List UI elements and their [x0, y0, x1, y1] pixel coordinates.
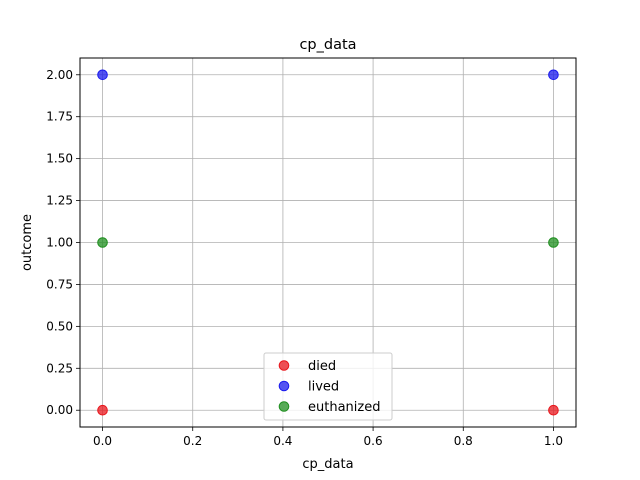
y-tick-label: 0.25 — [46, 361, 73, 375]
data-points — [97, 69, 559, 416]
x-tick-label: 0.6 — [364, 434, 383, 448]
legend-marker-died — [278, 360, 290, 371]
grid-lines — [80, 58, 576, 427]
data-point-died — [548, 404, 559, 416]
data-point-lived — [548, 69, 559, 81]
chart-title: cp_data — [299, 37, 356, 53]
legend-marker-lived — [278, 380, 290, 392]
y-tick-label: 1.75 — [46, 110, 73, 124]
y-axis-label: outcome — [20, 214, 35, 271]
x-tick-label: 0.8 — [454, 434, 473, 448]
axis-ticks: 0.0 0.2 0.4 0.6 0.8 1.0 0.00 0.25 0.50 0.75 1.00 1.… — [46, 68, 563, 448]
legend-label-died: died — [308, 359, 336, 374]
y-tick-label: 1.00 — [46, 236, 73, 250]
y-tick-label: 1.50 — [46, 152, 73, 166]
y-tick-label: 2.00 — [46, 68, 73, 82]
x-tick-label: 1.0 — [544, 434, 563, 448]
x-axis-label: cp_data — [302, 457, 353, 472]
y-tick-label: 0.50 — [46, 319, 73, 333]
x-tick-label: 0.2 — [183, 434, 202, 448]
x-tick-label: 0.0 — [93, 434, 112, 448]
y-tick-label: 1.25 — [46, 194, 73, 208]
data-point-euthanized — [548, 237, 559, 248]
legend-label-euthanized: euthanized — [308, 400, 380, 415]
legend-marker-euthanized — [278, 401, 290, 412]
x-tick-label: 0.4 — [273, 434, 292, 448]
data-point-euthanized — [97, 237, 108, 248]
y-tick-label: 0.75 — [46, 277, 73, 291]
legend: died lived euthanized — [263, 352, 393, 421]
data-point-lived — [97, 69, 108, 81]
legend-box — [263, 352, 393, 421]
y-tick-label: 0.00 — [46, 403, 73, 417]
data-point-died — [97, 404, 108, 416]
legend-label-lived: lived — [308, 380, 339, 395]
